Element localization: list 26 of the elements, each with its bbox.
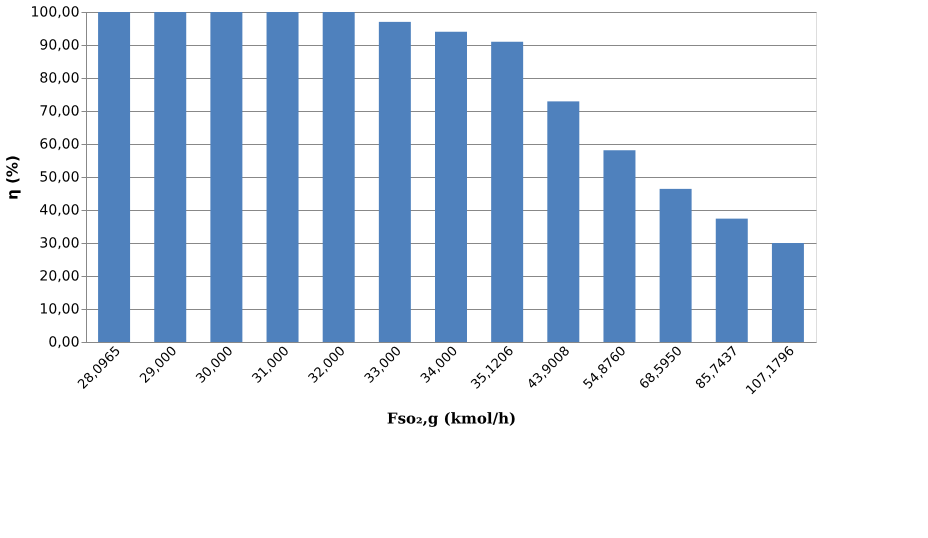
bar [772, 243, 804, 342]
bar [491, 42, 524, 342]
y-axis-title: η (%) [4, 155, 22, 200]
bar [322, 12, 355, 342]
y-tick-label: 10,00 [39, 302, 80, 318]
y-tick-label: 70,00 [39, 104, 80, 120]
bar [435, 32, 467, 342]
bar [716, 218, 748, 342]
y-tick-label: 30,00 [39, 236, 80, 252]
bar [98, 12, 130, 342]
y-tick-label: 90,00 [39, 38, 80, 54]
y-tick-label: 20,00 [39, 268, 80, 284]
bar [660, 188, 692, 342]
y-tick-label: 100,00 [30, 4, 80, 20]
bar [154, 12, 186, 342]
bar [603, 150, 636, 342]
y-tick-label: 50,00 [39, 170, 80, 186]
y-tick-label: 40,00 [39, 202, 80, 218]
bar [378, 22, 411, 342]
bar [547, 101, 580, 342]
y-tick-label: 80,00 [39, 70, 80, 86]
bar [266, 12, 299, 342]
x-axis-title: Fso₂,g (kmol/h) [386, 410, 516, 428]
y-tick-label: 0,00 [48, 334, 80, 350]
bar [210, 12, 242, 342]
y-tick-label: 60,00 [39, 136, 80, 152]
